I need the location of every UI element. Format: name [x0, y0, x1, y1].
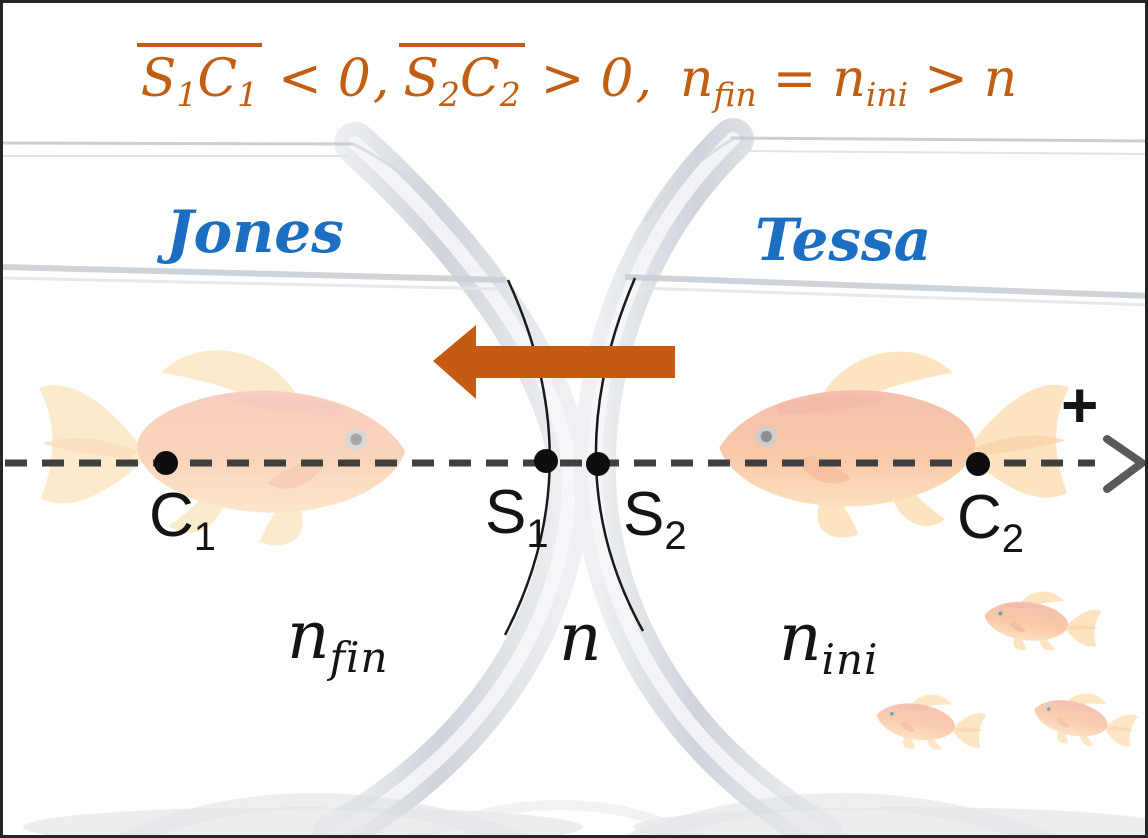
axis-arrowhead-icon: [1103, 435, 1145, 493]
owner-name-tessa: Tessa: [755, 206, 932, 274]
term-n: n: [983, 49, 1018, 109]
label-n-fin: nfin: [287, 597, 389, 682]
point-s1-dot: [534, 449, 558, 473]
label-c1: C1: [149, 481, 217, 559]
term-n-fin: nfin: [679, 49, 757, 114]
value-zero-1: 0: [337, 49, 371, 109]
goldfish-small-2-icon: [872, 685, 989, 761]
term-s2c2: S2C2: [399, 43, 525, 111]
positive-direction-label: +: [1061, 369, 1099, 441]
goldfish-small-3-icon: [1028, 681, 1141, 760]
relation-eq: =: [772, 49, 817, 109]
label-n-ini: nini: [779, 599, 879, 684]
label-s1: S1: [485, 478, 549, 556]
label-c2: C2: [957, 483, 1025, 561]
relation-lt: <: [278, 49, 322, 109]
term-s1c1: S1C1: [136, 43, 263, 111]
point-c2-dot: [966, 452, 990, 476]
point-s2-dot: [586, 452, 610, 476]
diagram-scene: [3, 118, 1145, 835]
boundary-conditions-formula: S1C1 < 0 , S2C2 > 0 , nfin = nini > n: [3, 43, 1145, 114]
light-direction-arrow-icon: [433, 325, 675, 399]
label-s2: S2: [623, 480, 687, 558]
bowl-shadows: [23, 793, 1145, 835]
relation-gt-2: >: [924, 49, 968, 109]
goldfish-large-jones-icon: [38, 350, 406, 546]
point-c1-dot: [154, 451, 178, 475]
label-n-between: n: [559, 599, 602, 676]
left-fishbowl-glass: [3, 122, 591, 835]
value-zero-2: 0: [600, 49, 634, 109]
owner-name-jones: Jones: [166, 198, 344, 266]
relation-gt: >: [540, 49, 585, 109]
term-n-ini: nini: [832, 49, 909, 114]
goldfish-small-1-icon: [980, 583, 1104, 661]
